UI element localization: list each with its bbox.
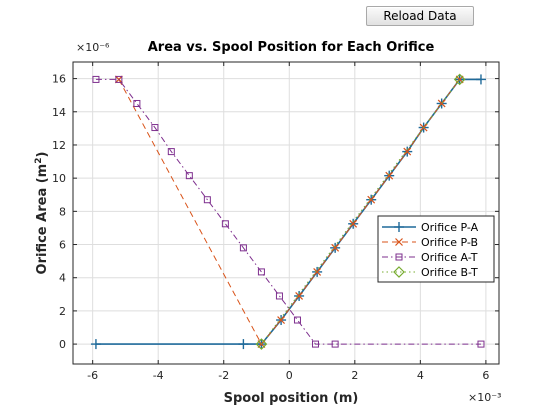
y-tick-label: 10: [52, 172, 66, 185]
legend-label: Orifice P-A: [421, 221, 479, 234]
data-point: [167, 148, 175, 156]
y-axis-label-sup: 2: [34, 158, 44, 164]
y-axis-label-end: ): [35, 152, 50, 158]
data-point: [255, 338, 268, 350]
data-point: [185, 172, 193, 180]
data-point: [311, 340, 319, 348]
series-group: [90, 73, 486, 350]
reload-data-button[interactable]: Reload Data: [366, 6, 474, 26]
x-tick-label: 6: [482, 369, 489, 382]
x-tick-label: 0: [286, 369, 293, 382]
x-tick-label: -2: [218, 369, 229, 382]
legend-label: Orifice P-B: [421, 236, 478, 249]
y-axis-exponent: ×10⁻⁶: [76, 41, 110, 54]
legend-item: Orifice B-T: [382, 266, 478, 279]
legend-item: Orifice P-A: [382, 221, 479, 234]
data-point: [275, 292, 283, 300]
data-point: [331, 340, 339, 348]
chart-title: Area vs. Spool Position for Each Orifice: [148, 40, 435, 55]
data-point: [477, 340, 485, 348]
y-tick-label: 8: [59, 205, 66, 218]
legend-marker: [395, 253, 403, 261]
x-axis-exponent: ×10⁻³: [468, 391, 501, 404]
data-point: [331, 243, 340, 252]
data-point: [367, 195, 376, 204]
y-tick-label: 0: [59, 338, 66, 351]
legend-label: Orifice A-T: [421, 251, 478, 264]
y-tick-label: 12: [52, 139, 66, 152]
y-tick-label: 16: [52, 73, 66, 86]
series-line: [261, 79, 461, 345]
data-point: [92, 75, 100, 83]
y-tick-label: 4: [59, 272, 66, 285]
x-tick-label: -6: [87, 369, 98, 382]
data-point: [239, 244, 247, 252]
data-point: [349, 219, 358, 228]
x-axis-label: Spool position (m): [224, 391, 359, 406]
y-tick-label: 6: [59, 239, 66, 252]
data-point: [475, 74, 486, 85]
data-point: [203, 196, 211, 204]
legend-marker: [393, 266, 405, 278]
x-tick-label: 4: [417, 369, 424, 382]
plot-frame: [72, 61, 500, 365]
data-point: [295, 292, 304, 300]
legend-marker: [395, 238, 403, 246]
data-point: [151, 124, 159, 132]
data-point: [385, 171, 394, 180]
x-tick-label: 2: [351, 369, 358, 382]
data-point: [277, 316, 286, 324]
data-point: [313, 267, 322, 276]
x-tick-label: -4: [153, 369, 164, 382]
data-point: [133, 99, 141, 107]
data-point: [90, 339, 101, 350]
legend-item: Orifice P-B: [382, 236, 478, 249]
y-tick-label: 14: [52, 106, 66, 119]
data-point: [453, 73, 466, 86]
y-axis-label: Orifice Area (m2): [34, 152, 50, 275]
legend-marker: [394, 222, 404, 232]
legend-item: Orifice A-T: [382, 251, 478, 264]
axis-ticks: -6 -4 -2 0 2 4 6 0 2 4 6 8 10 12 14 16: [52, 62, 499, 382]
data-point: [115, 75, 123, 83]
data-point: [238, 339, 249, 350]
data-point: [403, 147, 412, 156]
grid-lines: [73, 62, 499, 364]
series-2: [92, 75, 485, 348]
data-point: [257, 268, 265, 276]
legend: Orifice P-A Orifice P-B Orifice A-T Orifice…: [377, 215, 495, 283]
data-point: [293, 316, 301, 324]
y-axis-label-main: Orifice Area (m: [35, 164, 50, 275]
series-line: [95, 78, 481, 345]
y-tick-label: 2: [59, 305, 66, 318]
series-3: [255, 73, 466, 350]
plot-area: [73, 62, 499, 364]
legend-label: Orifice B-T: [421, 266, 478, 279]
data-point: [221, 220, 229, 228]
